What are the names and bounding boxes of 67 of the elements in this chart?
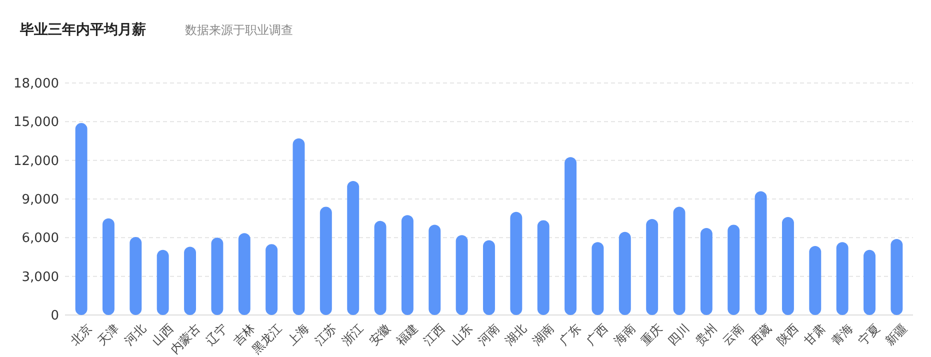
y-tick-label: 9,000 <box>22 192 59 208</box>
bar <box>592 242 604 315</box>
x-tick-label: 浙江 <box>339 321 366 348</box>
bar <box>292 138 305 315</box>
bar <box>211 238 224 315</box>
bar <box>510 212 522 315</box>
y-tick-label: 6,000 <box>22 231 59 246</box>
x-tick-label: 上海 <box>284 321 312 348</box>
bar <box>836 242 848 315</box>
y-tick-label: 15,000 <box>14 115 59 130</box>
y-tick-label: 3,000 <box>22 270 59 285</box>
x-tick-label: 陕西 <box>774 321 802 348</box>
bar <box>754 191 767 315</box>
x-tick-label: 四川 <box>665 321 692 348</box>
x-tick-label: 西藏 <box>746 321 774 348</box>
bar <box>537 220 550 315</box>
bar <box>266 244 278 315</box>
y-tick-label: 0 <box>50 308 59 324</box>
bar <box>238 233 250 315</box>
bar <box>673 206 686 315</box>
x-tick-label: 安徽 <box>366 321 394 348</box>
y-tick-label: 18,000 <box>14 76 59 92</box>
bar <box>700 228 712 315</box>
bar <box>782 217 794 315</box>
x-tick-label: 山东 <box>448 321 475 348</box>
x-tick-label: 北京 <box>68 321 94 348</box>
x-tick-label: 广西 <box>584 321 611 348</box>
x-tick-label: 重庆 <box>638 321 666 348</box>
x-tick-label: 福建 <box>394 321 421 348</box>
bar <box>184 246 196 315</box>
x-tick-label: 甘肃 <box>801 321 828 348</box>
bar <box>809 246 822 315</box>
x-tick-label: 云南 <box>720 321 747 348</box>
bar <box>428 224 441 315</box>
x-tick-label: 辽宁 <box>203 321 230 348</box>
x-tick-label: 江苏 <box>312 321 339 348</box>
bar <box>102 218 114 315</box>
bar <box>347 180 360 315</box>
bar <box>456 235 468 315</box>
x-tick-label: 湖南 <box>530 321 556 348</box>
bar <box>890 238 903 315</box>
bar <box>374 220 386 315</box>
bar <box>401 215 414 315</box>
chart-subtitle: 数据来源于职业调查 <box>185 23 293 37</box>
x-tick-label: 江西 <box>420 321 448 348</box>
bar <box>156 250 169 315</box>
bar <box>618 232 631 315</box>
bar <box>646 218 658 315</box>
bar <box>728 224 740 315</box>
bar <box>864 250 876 315</box>
x-tick-label: 海南 <box>611 321 638 348</box>
x-tick-label: 青海 <box>828 321 856 348</box>
x-tick-label: 河北 <box>122 321 149 348</box>
x-tick-label: 河南 <box>475 321 502 348</box>
x-tick-label: 天津 <box>94 321 122 348</box>
x-tick-label: 新疆 <box>882 321 910 348</box>
bar <box>75 122 88 315</box>
x-tick-label: 湖北 <box>502 321 530 348</box>
bar <box>564 157 577 315</box>
x-tick-label: 宁夏 <box>856 321 883 348</box>
y-tick-label: 12,000 <box>14 154 59 169</box>
bar <box>130 237 142 315</box>
bar <box>320 206 332 315</box>
x-tick-label: 贵州 <box>692 321 720 348</box>
chart-title: 毕业三年内平均月薪 <box>19 22 146 38</box>
bar <box>483 240 495 315</box>
x-tick-label: 广东 <box>556 321 584 348</box>
